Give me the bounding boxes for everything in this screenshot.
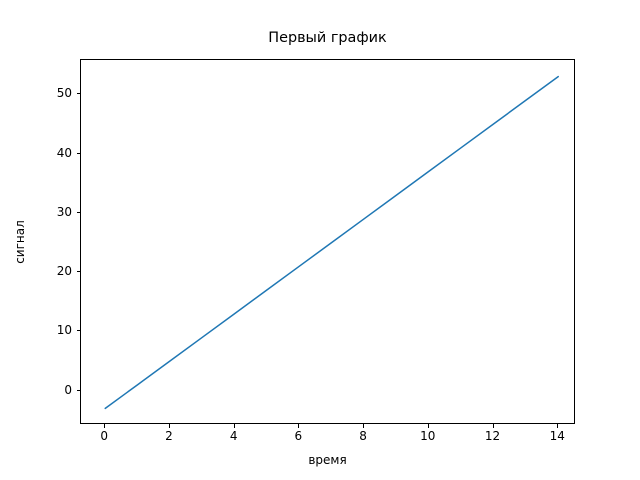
chart-title: Первый график (268, 30, 387, 46)
x-tick-label: 10 (420, 429, 436, 443)
x-tick-mark (557, 424, 559, 428)
y-tick-label: 20 (56, 264, 72, 279)
x-tick-mark (104, 424, 106, 428)
x-tick-label: 8 (359, 429, 367, 443)
y-tick-label: 50 (56, 86, 72, 101)
y-tick-label: 0 (64, 382, 72, 397)
x-tick-label: 14 (549, 429, 565, 443)
x-tick-label: 0 (100, 429, 109, 443)
x-axis-label: время (308, 453, 347, 467)
plot-line-svg (104, 75, 559, 410)
x-tick-mark (427, 424, 429, 428)
x-tick-mark (492, 424, 494, 428)
y-tick-mark (76, 330, 80, 332)
x-tick-mark (233, 424, 235, 428)
x-tick-mark (363, 424, 365, 428)
y-tick-label: 40 (56, 145, 72, 160)
y-tick-mark (76, 389, 80, 391)
y-tick-mark (76, 152, 80, 154)
x-tick-label: 6 (294, 429, 303, 443)
data-series-line (104, 75, 559, 410)
y-axis-label-wrapper: сигнал (0, 59, 40, 424)
x-tick-mark (168, 424, 170, 428)
y-tick-label: 10 (56, 323, 72, 338)
x-tick-label: 4 (229, 429, 238, 443)
y-axis-label: сигнал (13, 219, 27, 264)
x-tick-mark (298, 424, 300, 428)
y-tick-mark (76, 271, 80, 273)
x-tick-label: 12 (484, 429, 501, 443)
y-tick-mark (76, 211, 80, 213)
y-tick-label: 30 (56, 204, 72, 219)
plot-axes-area (80, 59, 575, 424)
y-tick-mark (76, 93, 80, 95)
x-tick-label: 2 (165, 429, 173, 443)
